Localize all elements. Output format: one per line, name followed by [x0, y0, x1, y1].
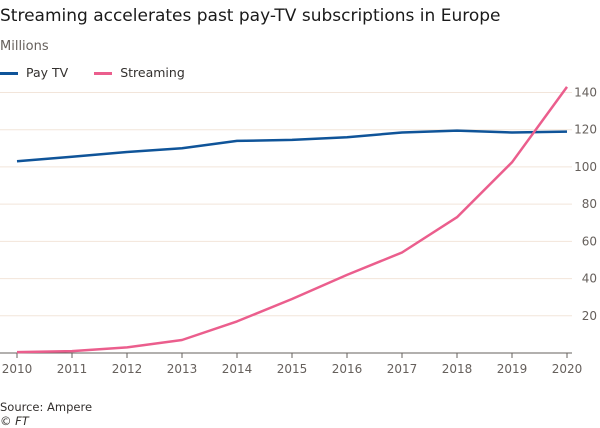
- x-tick-label: 2014: [222, 362, 253, 376]
- series-line-pay-tv: [16, 129, 568, 163]
- y-tick-label: 80: [582, 197, 597, 211]
- legend: Pay TV Streaming: [0, 65, 185, 80]
- y-tick-label: 100: [574, 160, 597, 174]
- x-tick-label: 2020: [552, 362, 583, 376]
- source-note: Source: Ampere: [0, 400, 93, 414]
- y-tick-label: 60: [582, 234, 597, 248]
- legend-item-streaming: Streaming: [94, 65, 185, 80]
- x-tick-label: 2010: [2, 362, 33, 376]
- series-line-streaming: [16, 86, 569, 354]
- chart-subtitle: Millions: [0, 39, 49, 54]
- x-tick-label: 2012: [112, 362, 143, 376]
- y-tick-label: 40: [582, 272, 597, 286]
- legend-swatch: [0, 72, 18, 75]
- x-tick-label: 2013: [167, 362, 198, 376]
- y-tick-label: 140: [574, 86, 597, 100]
- x-tick-label: 2017: [387, 362, 418, 376]
- y-tick-label: 20: [582, 309, 597, 323]
- legend-item-pay-tv: Pay TV: [0, 65, 68, 80]
- x-tick-label: 2016: [332, 362, 363, 376]
- x-tick-label: 2011: [57, 362, 88, 376]
- copyright: © FT: [0, 414, 29, 428]
- x-tick-label: 2019: [497, 362, 528, 376]
- legend-swatch: [94, 72, 113, 75]
- x-tick-label: 2018: [442, 362, 473, 376]
- x-tick-label: 2015: [277, 362, 308, 376]
- y-tick-label: 120: [574, 123, 597, 137]
- legend-label: Pay TV: [26, 65, 69, 80]
- legend-label: Streaming: [120, 65, 185, 80]
- chart-title: Streaming accelerates past pay-TV subscr…: [0, 6, 501, 26]
